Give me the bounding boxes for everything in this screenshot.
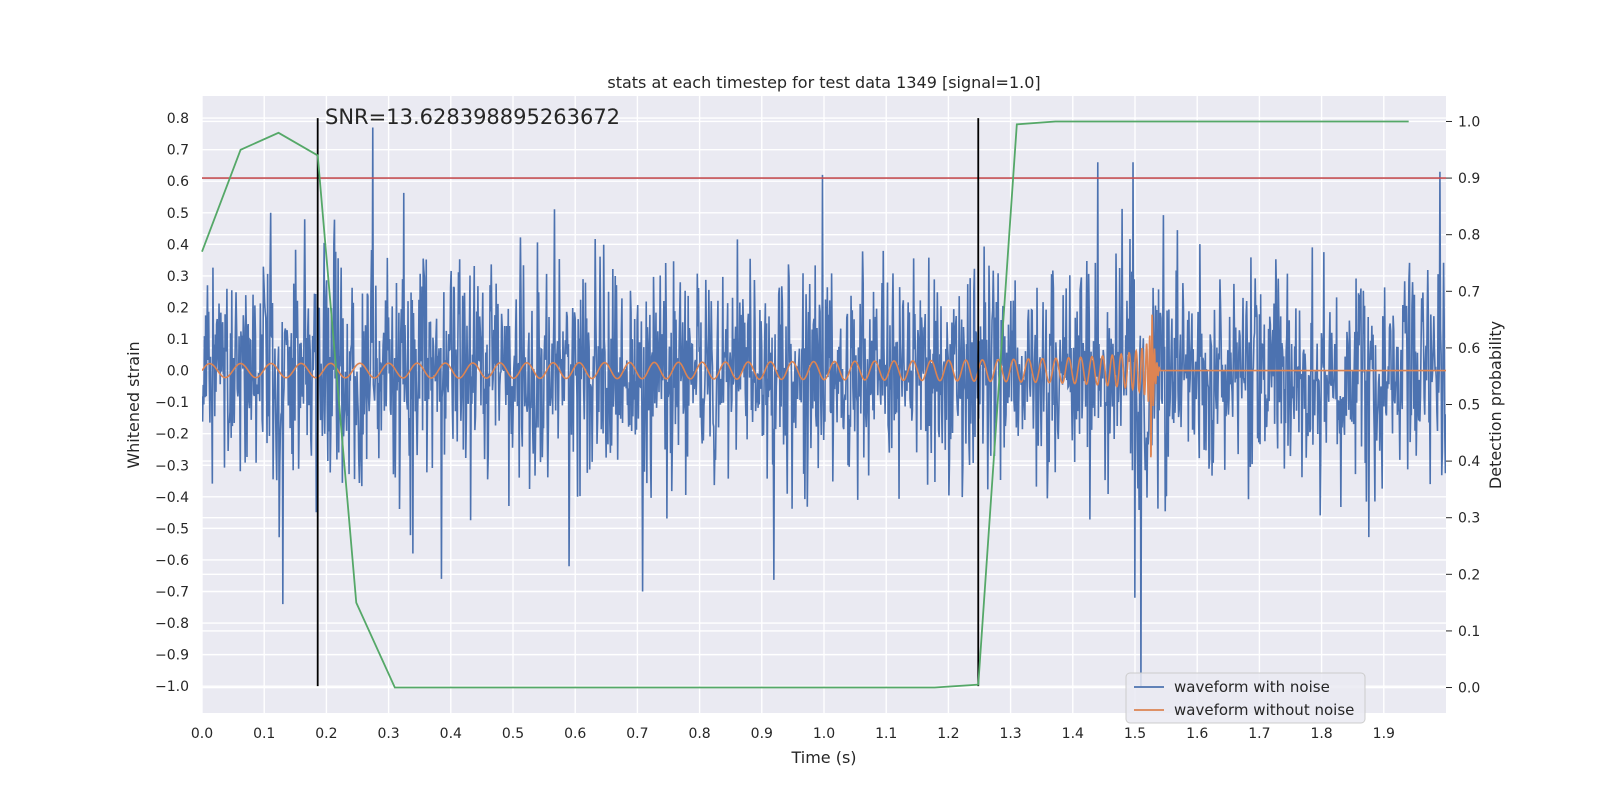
legend-box — [1125, 672, 1366, 724]
x-tick-label: 1.3 — [999, 726, 1021, 742]
y-axis-ticks: 0.8 0.7 0.6 0.5 0.4 0.3 0.2 0.1 0.0 −0.1 −0.2 −0.3 −… — [155, 111, 189, 695]
y-tick-label: 0.4 — [167, 237, 189, 253]
y-tick-label: 0.7 — [167, 143, 189, 159]
x-tick-label: 0.0 — [191, 726, 213, 742]
x-tick-label: 1.9 — [1373, 726, 1395, 742]
x-axis-label: Time (s) — [790, 748, 856, 767]
series-detection-probability — [201, 120, 1409, 689]
y-tick-label: −0.7 — [155, 584, 189, 600]
x-tick-label: 0.6 — [564, 726, 586, 742]
series-waveform-without-noise — [202, 314, 1446, 458]
x-tick-label: 1.1 — [875, 726, 897, 742]
snr-annotation: SNR=13.628398895263672 — [325, 105, 620, 129]
y-tick-label: 0.5 — [167, 206, 189, 222]
y-tick-label: 0.8 — [167, 111, 189, 127]
x-tick-label: 0.7 — [626, 726, 648, 742]
y-tick-label: 0.2 — [167, 300, 189, 316]
y2-tick-label: 0.0 — [1458, 681, 1480, 697]
y-tick-label: −0.4 — [155, 490, 189, 506]
y2-tick-label: 0.4 — [1458, 454, 1480, 470]
legend: waveform with noise waveform without nois… — [1125, 672, 1366, 724]
y-tick-label: −0.6 — [155, 553, 189, 569]
y2-tick-label: 0.8 — [1458, 228, 1480, 244]
chart-title: stats at each timestep for test data 134… — [607, 73, 1040, 92]
legend-label: waveform with noise — [1174, 678, 1330, 696]
x-tick-label: 1.5 — [1124, 726, 1146, 742]
y-tick-label: 0.0 — [167, 364, 189, 380]
x-tick-label: 1.2 — [937, 726, 959, 742]
legend-label: waveform without noise — [1174, 701, 1354, 719]
x-tick-label: 0.4 — [440, 726, 462, 742]
x-tick-label: 1.8 — [1310, 726, 1332, 742]
x-axis-ticks: 0.0 0.1 0.2 0.3 0.4 0.5 0.6 0.7 0.8 0.9 1.0 1.1 1.2 1… — [191, 726, 1395, 742]
y2-tick-label: 0.5 — [1458, 398, 1480, 414]
x-tick-label: 0.5 — [502, 726, 524, 742]
x-tick-label: 1.4 — [1062, 726, 1084, 742]
x-tick-label: 0.8 — [688, 726, 710, 742]
x-tick-label: 0.3 — [377, 726, 399, 742]
y2-tick-label: 0.9 — [1458, 171, 1480, 187]
y2-axis-label: Detection probability — [1486, 321, 1505, 489]
y-tick-label: −0.9 — [155, 648, 189, 664]
series-layer — [202, 127, 1446, 687]
x-tick-label: 1.0 — [813, 726, 835, 742]
y2-tick-label: 1.0 — [1458, 114, 1480, 130]
y2-tick-label: 0.7 — [1458, 284, 1480, 300]
x-tick-label: 0.1 — [253, 726, 275, 742]
y-tick-label: −0.1 — [155, 395, 189, 411]
y-tick-label: −0.3 — [155, 458, 189, 474]
y-axis-label: Whitened strain — [124, 341, 143, 468]
y-tick-label: −0.2 — [155, 427, 189, 443]
series-clip-group — [202, 127, 1446, 687]
y-tick-label: 0.1 — [167, 332, 189, 348]
y-tick-label: −1.0 — [155, 679, 189, 695]
y2-axis-ticks: 1.0 0.9 0.8 0.7 0.6 0.5 0.4 0.3 0.2 0.1 0.0 — [1446, 114, 1480, 697]
x-tick-label: 1.7 — [1248, 726, 1270, 742]
y-tick-label: −0.8 — [155, 616, 189, 632]
y-tick-label: 0.3 — [167, 269, 189, 285]
overlay-group — [201, 118, 1446, 689]
overlay-layer — [201, 118, 1446, 689]
y-tick-label: 0.6 — [167, 174, 189, 190]
y-tick-label: −0.5 — [155, 521, 189, 537]
y2-tick-label: 0.2 — [1458, 567, 1480, 583]
x-tick-label: 0.2 — [315, 726, 337, 742]
x-tick-label: 1.6 — [1186, 726, 1208, 742]
y2-tick-label: 0.1 — [1458, 624, 1480, 640]
x-tick-label: 0.9 — [751, 726, 773, 742]
y2-tick-label: 0.6 — [1458, 341, 1480, 357]
y2-tick-label: 0.3 — [1458, 511, 1480, 527]
